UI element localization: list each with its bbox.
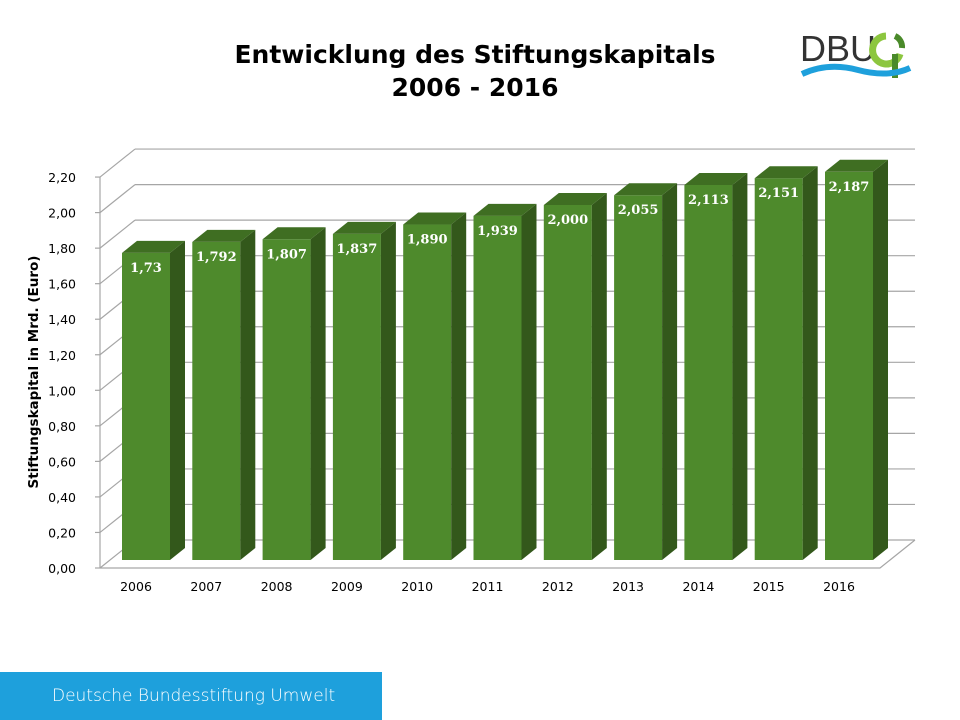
data-label: 1,792 <box>196 250 237 265</box>
chart-title: Entwicklung des Stiftungskapitals 2006 -… <box>0 38 950 104</box>
bar-top <box>825 159 888 172</box>
footer-bar: Deutsche Bundesstiftung Umwelt <box>0 672 382 720</box>
bar-front <box>684 184 733 560</box>
bar-top <box>754 166 818 179</box>
x-tick-label: 2007 <box>190 579 222 594</box>
bar-top <box>684 172 748 185</box>
data-label: 1,73 <box>130 261 162 276</box>
y-tick-label: 1,40 <box>48 312 76 327</box>
data-label: 2,055 <box>618 203 659 218</box>
x-tick-label: 2013 <box>612 579 644 594</box>
logo-text: DBU <box>800 28 876 69</box>
x-tick-label: 2011 <box>472 579 504 594</box>
x-tick-label: 2016 <box>823 579 855 594</box>
bar-front <box>543 205 592 560</box>
bar-top <box>192 229 256 242</box>
x-tick-label: 2009 <box>331 579 363 594</box>
gridline-side <box>99 184 136 214</box>
data-label: 1,837 <box>337 242 378 257</box>
bar-front <box>332 233 381 560</box>
bar-top <box>332 221 396 234</box>
bar-front <box>122 252 170 561</box>
y-tick-label: 2,00 <box>48 206 76 221</box>
bar-side <box>310 227 326 560</box>
bar-side <box>170 240 185 561</box>
x-tick-label: 2012 <box>542 579 574 594</box>
data-label: 2,187 <box>829 180 870 195</box>
bar-side <box>802 166 818 560</box>
bar-front <box>262 239 311 560</box>
dbu-logo: DBU <box>800 28 912 78</box>
y-tick-label: 0,60 <box>48 454 76 469</box>
x-tick-label: 2014 <box>682 579 714 594</box>
subtitle-line: 2006 - 2016 <box>391 73 559 102</box>
title-line: Entwicklung des Stiftungskapitals <box>234 40 716 69</box>
gridline-side <box>99 219 136 249</box>
bar-front <box>754 178 803 560</box>
data-label: 1,890 <box>407 233 448 248</box>
bar-top <box>262 227 326 240</box>
bar-side <box>873 159 888 560</box>
bar-side <box>591 193 607 560</box>
y-tick-label: 0,80 <box>48 419 76 434</box>
bar-side <box>521 203 537 560</box>
bar-front <box>473 215 522 560</box>
y-tick-label: 0,00 <box>48 561 76 576</box>
data-label: 2,151 <box>758 186 799 201</box>
y-tick-label: 1,60 <box>48 277 76 292</box>
gridline-side <box>99 148 136 178</box>
y-tick-label: 1,80 <box>48 241 76 256</box>
bar-side <box>732 172 748 560</box>
y-tick-label: 0,40 <box>48 490 76 505</box>
x-tick-label: 2010 <box>401 579 433 594</box>
y-tick-label: 0,20 <box>48 525 76 540</box>
data-label: 2,113 <box>688 193 729 208</box>
bar-top <box>543 193 607 205</box>
y-tick-label: 1,20 <box>48 348 76 363</box>
y-axis-label: Stiftungskapital in Mrd. (Euro) <box>26 256 42 489</box>
x-tick-label: 2006 <box>120 579 152 594</box>
data-label: 2,000 <box>547 213 588 228</box>
bar-top <box>473 203 537 216</box>
bar-front <box>403 224 452 560</box>
bar-top <box>403 212 467 225</box>
data-label: 1,939 <box>477 224 518 239</box>
bar-front <box>614 195 663 561</box>
bar-side <box>380 221 396 560</box>
bar-front <box>825 171 873 560</box>
bar-top <box>122 240 185 253</box>
y-tick-label: 2,20 <box>48 170 76 185</box>
bar-side <box>240 229 256 561</box>
x-tick-label: 2008 <box>261 579 293 594</box>
data-label: 1,807 <box>266 247 307 262</box>
bar-side <box>662 183 678 561</box>
footer-text: Deutsche Bundesstiftung Umwelt <box>52 686 336 706</box>
floor-edge <box>100 539 916 569</box>
x-tick-label: 2015 <box>753 579 785 594</box>
y-tick-label: 1,00 <box>48 383 76 398</box>
bar-front <box>192 241 241 561</box>
bar-side <box>451 212 467 560</box>
bar-top <box>614 183 678 196</box>
